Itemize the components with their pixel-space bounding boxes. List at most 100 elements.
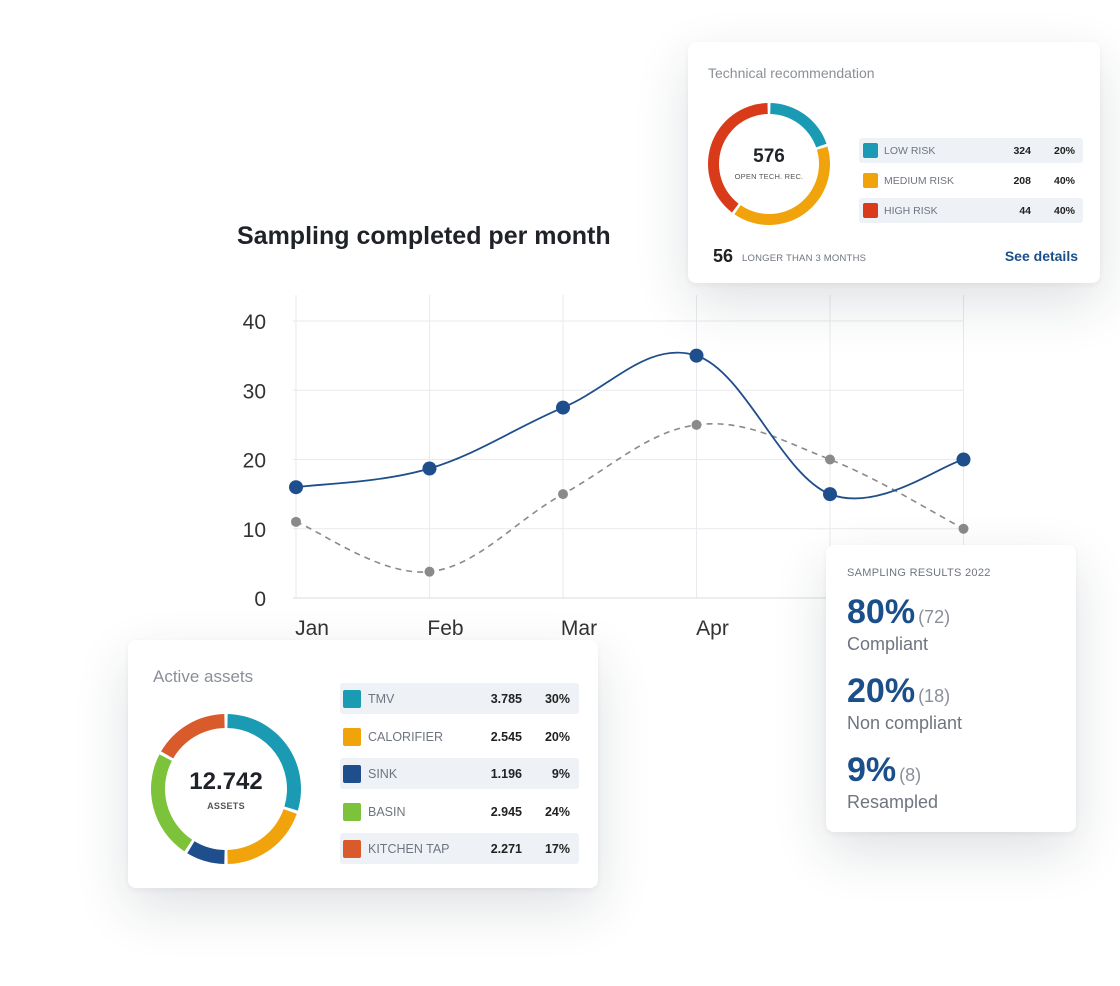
legend-row-kitchen-tap: KITCHEN TAP 2.271 17% [340,833,579,864]
legend-row-medium-risk: MEDIUM RISK 208 40% [859,168,1083,193]
donut-center: 12.742 ASSETS [151,768,301,811]
x-tick-label: Mar [561,617,597,640]
sampling-results-card: SAMPLING RESULTS 2022 80% (72) Compliant … [826,545,1076,832]
legend-name: MEDIUM RISK [884,174,955,187]
series-line [295,351,964,500]
y-tick-label: 20 [243,450,266,473]
y-tick-label: 0 [254,588,266,611]
tmv-swatch [343,689,361,708]
legend-count: 1.196 [490,766,522,781]
legend-count: 44 [1019,204,1031,217]
legend-name: TMV [368,691,395,706]
card-title: Active assets [153,667,254,686]
assets-total-label: ASSETS [207,801,245,811]
legend-pct: 40% [1053,174,1075,187]
result-compliant: 80% (72) Compliant [847,593,950,655]
data-point [422,461,437,476]
data-point [289,480,303,495]
see-details-link[interactable]: See details [1004,248,1078,264]
legend-row-calorifier: CALORIFIER 2.545 20% [340,721,579,752]
x-tick-label: Feb [427,617,463,640]
legend-pct: 24% [544,804,570,819]
kitchen-tap-swatch [343,839,361,858]
x-tick-label: Jan [295,617,329,640]
legend-pct: 20% [544,729,570,744]
overdue-label: LONGER THAN 3 MONTHS [742,253,867,264]
data-point [958,523,969,534]
data-point [956,452,971,467]
legend-pct: 17% [544,841,570,856]
donut-segment [151,754,193,852]
y-tick-label: 10 [243,519,266,542]
risk-donut-chart [708,103,830,225]
data-point [556,400,570,415]
result-label: Non compliant [847,713,963,733]
card-title: SAMPLING RESULTS 2022 [847,567,991,579]
data-point [291,516,301,527]
legend-row-basin: BASIN 2.945 24% [340,796,579,827]
data-point [689,348,704,363]
low-risk-swatch [863,143,878,158]
result-count: (18) [918,686,951,706]
legend-row-tmv: TMV 3.785 30% [340,683,579,714]
legend-pct: 9% [551,766,570,781]
legend-pct: 20% [1053,144,1075,157]
donut-segment [734,146,830,225]
card-title: Technical recommendation [708,65,875,81]
result-label: Compliant [847,634,929,654]
medium-risk-swatch [863,173,878,188]
legend-name: CALORIFIER [368,729,444,744]
data-point [823,487,837,502]
sink-swatch [343,764,361,783]
basin-swatch [343,802,361,821]
legend-name: LOW RISK [884,144,936,157]
data-point [424,566,435,577]
result-label: Resampled [847,792,939,812]
legend-name: SINK [368,766,398,781]
result-pct: 20% [847,672,916,710]
high-risk-swatch [863,203,878,218]
legend-name: BASIN [368,804,406,819]
donut-segment [227,809,297,864]
donut-segment [187,841,225,864]
data-point [558,489,568,500]
legend-count: 2.545 [490,729,522,744]
donut-segment [227,714,301,811]
result-pct: 80% [847,593,916,631]
legend-count: 324 [1013,144,1031,157]
calorifier-swatch [343,727,361,746]
data-point [691,419,702,430]
result-count: (72) [918,607,951,627]
y-tick-label: 40 [243,311,266,334]
legend-name: HIGH RISK [884,204,938,217]
assets-donut-chart [151,714,301,864]
open-tech-rec-count: 576 [753,146,785,167]
legend-pct: 30% [544,691,570,706]
result-pct: 9% [847,751,897,789]
legend-row-sink: SINK 1.196 9% [340,758,579,789]
legend-pct: 40% [1053,204,1075,217]
legend-count: 3.785 [490,691,522,706]
result-count: (8) [899,765,922,785]
data-point [825,454,835,465]
legend-name: KITCHEN TAP [368,841,450,856]
donut-center: 576 OPEN TECH. REC. [708,146,830,181]
donut-segment [770,103,827,148]
open-tech-rec-label: OPEN TECH. REC. [734,172,804,181]
legend-row-high-risk: HIGH RISK 44 40% [859,198,1083,223]
donut-segment [708,103,768,213]
legend-count: 208 [1013,174,1031,187]
donut-segment [161,714,225,759]
active-assets-card: Active assets 12.742 ASSETS TMV 3.785 30… [128,640,598,888]
result-non-compliant: 20% (18) Non compliant [847,672,962,734]
y-tick-label: 30 [243,380,266,403]
technical-recommendation-card: Technical recommendation 576 OPEN TECH. … [688,42,1100,283]
legend-count: 2.271 [490,841,522,856]
result-resampled: 9% (8) Resampled [847,751,938,813]
series-line [295,423,964,573]
x-tick-label: Apr [696,617,729,640]
assets-total: 12.742 [189,768,263,795]
legend-count: 2.945 [490,804,522,819]
legend-row-low-risk: LOW RISK 324 20% [859,138,1083,163]
chart-title: Sampling completed per month [237,222,611,250]
